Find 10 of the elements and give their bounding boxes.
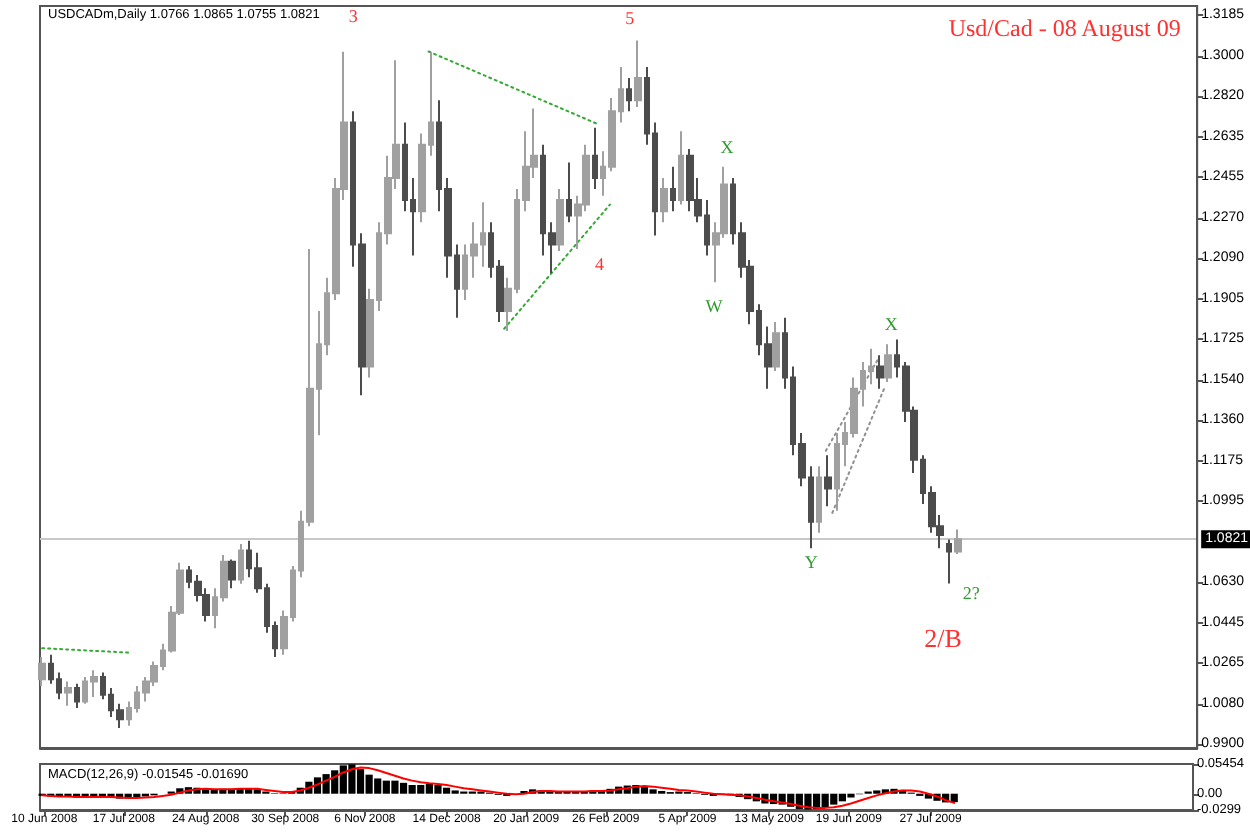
annotation: 4 [595, 253, 606, 274]
chart-subtitle: Usd/Cad - 08 August 09 [948, 14, 1181, 42]
annotation: 2/B [924, 622, 963, 653]
annotation: 2? [962, 582, 980, 603]
annotation: W [705, 296, 724, 317]
annotation: Y [804, 551, 819, 572]
annotation: 3 [348, 6, 359, 27]
annotation: X [884, 313, 899, 334]
annotation: X [720, 137, 735, 158]
annotation: 5 [625, 8, 636, 29]
